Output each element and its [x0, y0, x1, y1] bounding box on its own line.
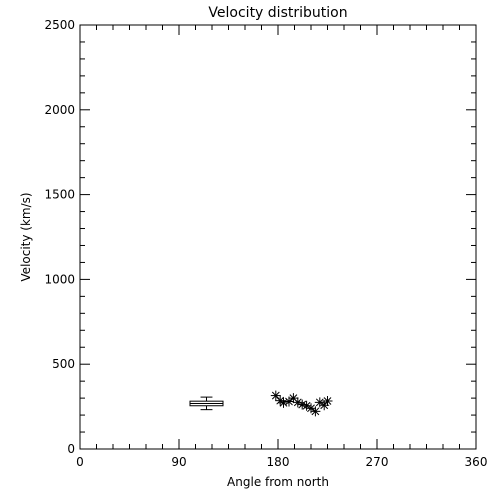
- chart-title: Velocity distribution: [208, 5, 347, 21]
- x-tick-label: 180: [267, 455, 290, 469]
- data-point-stroke: [298, 400, 307, 409]
- y-tick-label: 2000: [44, 103, 75, 117]
- data-point-stroke: [279, 398, 288, 407]
- x-tick-label: 0: [76, 455, 84, 469]
- data-point-stroke: [276, 396, 285, 405]
- data-point-stroke: [320, 401, 329, 410]
- y-tick-label: 500: [52, 357, 75, 371]
- data-points: [270, 390, 333, 417]
- data-point: [288, 393, 299, 404]
- data-point-stroke: [307, 404, 315, 413]
- axis-ticks: 0 90 180 270 360 0 500 1000 1500 2000 2500: [44, 18, 487, 469]
- data-point-stroke: [302, 401, 311, 410]
- data-point: [270, 390, 281, 401]
- data-point-stroke: [289, 394, 298, 403]
- boxplot: [189, 396, 224, 411]
- x-axis-label: Angle from north: [227, 475, 329, 489]
- x-tick-label: 270: [366, 455, 389, 469]
- data-point-stroke: [323, 397, 332, 405]
- data-point: [292, 397, 303, 408]
- y-tick-label: 2500: [44, 18, 75, 32]
- data-point: [322, 396, 333, 407]
- plot-frame: [79, 24, 477, 450]
- x-tick-label: 90: [171, 455, 186, 469]
- y-tick-label: 0: [67, 442, 75, 456]
- data-point: [314, 397, 325, 408]
- data-point-stroke: [293, 398, 302, 407]
- data-point-stroke: [311, 407, 320, 416]
- x-tick-label: 360: [465, 455, 488, 469]
- y-tick-label: 1500: [44, 188, 75, 202]
- data-point: [310, 406, 321, 417]
- y-axis-label: Velocity (km/s): [19, 192, 33, 281]
- data-point-stroke: [271, 391, 280, 400]
- y-tick-label: 1000: [44, 272, 75, 286]
- data-point-stroke: [285, 397, 293, 406]
- data-point-stroke: [315, 398, 324, 407]
